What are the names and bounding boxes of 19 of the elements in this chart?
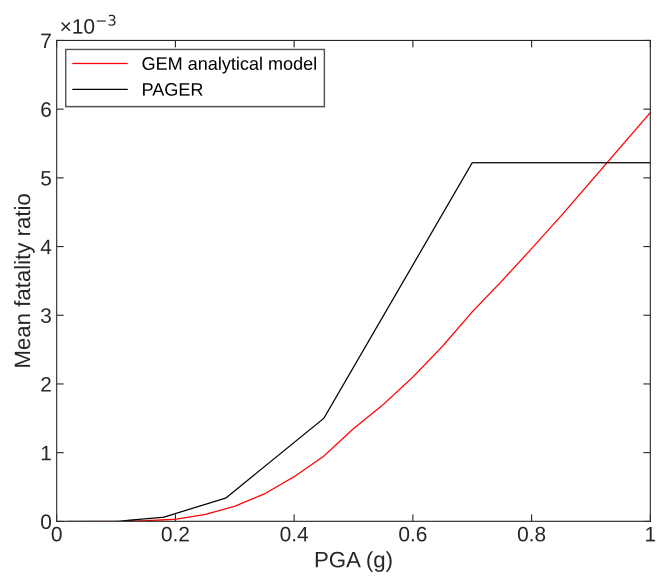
y-tick-label: 4 [40, 240, 52, 254]
y-tick-label: 3 [41, 308, 51, 324]
x-axis-title: PGA (g) [316, 551, 392, 572]
y-tick-label: 2 [41, 376, 51, 392]
text: ×10$^{−3}$ [61, 14, 116, 34]
x-tick-label: 0 [52, 526, 62, 542]
x-tick-label: 0.6 [399, 526, 426, 542]
y-tick-label: 5 [41, 171, 51, 186]
y-axis-title: Mean fatality ratio [14, 194, 35, 367]
x-tick-label: 1 [646, 526, 656, 542]
x-tick-label: 0.8 [518, 526, 546, 542]
y-tick-label: 7 [41, 34, 51, 48]
x-tick-label: 0.2 [162, 526, 189, 542]
y-tick-label: 1 [42, 446, 51, 460]
y-tick-label: 0 [41, 514, 52, 530]
legend-label: GEM analytical model [142, 56, 316, 74]
x-tick-label: 0.4 [280, 526, 308, 542]
y-tick-label: 6 [41, 102, 51, 117]
legend-label: PAGER [143, 83, 203, 96]
